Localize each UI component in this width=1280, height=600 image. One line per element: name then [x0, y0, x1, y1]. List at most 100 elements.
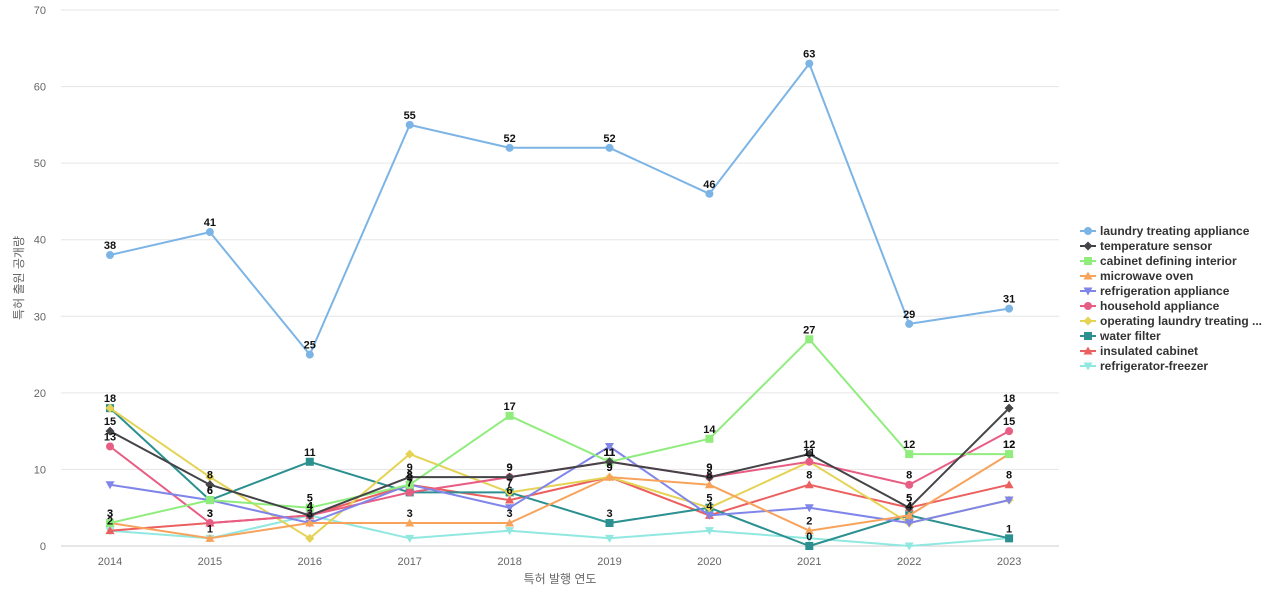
data-point[interactable]	[1004, 403, 1014, 413]
legend-item[interactable]: microwave oven	[1080, 269, 1193, 283]
data-point[interactable]	[804, 504, 814, 513]
series-6[interactable]	[105, 403, 1014, 543]
data-label: 15	[1003, 416, 1015, 428]
series-0[interactable]	[106, 59, 1014, 359]
data-point[interactable]	[804, 449, 814, 459]
data-point[interactable]	[805, 335, 814, 344]
legend-item[interactable]: household appliance	[1080, 299, 1220, 313]
data-point[interactable]	[305, 518, 315, 527]
data-point[interactable]	[305, 533, 315, 543]
legend-item[interactable]: refrigeration appliance	[1080, 284, 1230, 298]
data-point[interactable]	[805, 457, 814, 466]
data-point[interactable]	[205, 533, 215, 542]
data-point[interactable]	[505, 527, 515, 536]
data-point[interactable]	[1005, 534, 1014, 543]
data-point[interactable]	[405, 488, 414, 497]
data-point[interactable]	[605, 457, 614, 467]
legend-item[interactable]: cabinet defining interior	[1080, 254, 1237, 268]
series-line[interactable]	[109, 407, 1010, 517]
data-point[interactable]	[905, 450, 914, 459]
data-point[interactable]	[105, 403, 115, 413]
data-point[interactable]	[704, 527, 714, 536]
series-line[interactable]	[109, 407, 1010, 540]
series-line[interactable]	[109, 338, 1010, 524]
data-label: 4	[706, 500, 713, 512]
data-point[interactable]	[106, 251, 114, 260]
data-point[interactable]	[704, 511, 714, 520]
data-label: 3	[107, 508, 113, 520]
series-line[interactable]	[109, 62, 1010, 356]
data-point[interactable]	[605, 143, 614, 152]
series-line[interactable]	[109, 445, 1010, 524]
data-point[interactable]	[305, 510, 315, 520]
data-point[interactable]	[505, 504, 515, 513]
data-point[interactable]	[705, 189, 714, 198]
data-point[interactable]	[704, 480, 714, 489]
data-point[interactable]	[205, 480, 215, 490]
data-point[interactable]	[505, 518, 515, 527]
data-point[interactable]	[805, 542, 814, 550]
data-point[interactable]	[205, 472, 215, 482]
data-point[interactable]	[505, 495, 515, 504]
y-tick-label: 20	[34, 388, 46, 400]
data-point[interactable]	[804, 534, 814, 543]
data-point[interactable]	[605, 442, 614, 451]
data-point[interactable]	[305, 457, 314, 466]
series-1[interactable]	[105, 403, 1014, 520]
data-point[interactable]	[804, 526, 814, 535]
data-point[interactable]	[1004, 480, 1014, 489]
legend-item[interactable]: operating laundry treating ...	[1080, 314, 1262, 328]
data-point[interactable]	[905, 480, 914, 489]
data-point[interactable]	[405, 120, 414, 129]
data-point[interactable]	[1004, 496, 1014, 505]
data-point[interactable]	[904, 510, 914, 519]
data-point[interactable]	[205, 496, 214, 505]
data-point[interactable]	[505, 411, 514, 420]
data-point[interactable]	[106, 442, 114, 451]
data-point[interactable]	[1005, 450, 1014, 459]
data-point[interactable]	[904, 503, 914, 513]
data-label: 46	[703, 179, 715, 191]
data-point[interactable]	[305, 350, 314, 359]
legend-item[interactable]: temperature sensor	[1080, 239, 1212, 253]
data-point[interactable]	[106, 519, 114, 528]
data-point[interactable]	[704, 503, 714, 513]
series-3[interactable]	[105, 449, 1014, 542]
data-point[interactable]	[605, 519, 614, 528]
data-point[interactable]	[105, 426, 115, 436]
series-line[interactable]	[109, 514, 1010, 547]
data-point[interactable]	[705, 434, 714, 443]
data-point[interactable]	[205, 519, 214, 528]
data-point[interactable]	[805, 59, 814, 68]
data-point[interactable]	[205, 228, 214, 237]
data-point[interactable]	[505, 143, 514, 152]
series-line[interactable]	[109, 453, 1010, 540]
data-point[interactable]	[905, 319, 914, 328]
legend-item[interactable]: insulated cabinet	[1080, 344, 1198, 358]
x-tick-label: 2019	[597, 556, 621, 568]
legend-item[interactable]: refrigerator-freezer	[1080, 359, 1208, 373]
data-point[interactable]	[904, 542, 914, 551]
data-point[interactable]	[405, 534, 415, 543]
data-point[interactable]	[704, 472, 714, 482]
data-point[interactable]	[405, 518, 415, 527]
data-point[interactable]	[505, 487, 515, 497]
legend-item[interactable]: water filter	[1080, 329, 1161, 343]
legend-item[interactable]: laundry treating appliance	[1080, 224, 1250, 238]
data-point[interactable]	[605, 472, 614, 481]
series-2[interactable]	[106, 335, 1014, 528]
data-point[interactable]	[505, 472, 515, 482]
data-point[interactable]	[105, 481, 115, 490]
data-point[interactable]	[405, 480, 414, 489]
data-point[interactable]	[305, 503, 314, 512]
data-point[interactable]	[1005, 427, 1014, 436]
data-point[interactable]	[904, 519, 914, 528]
series-line[interactable]	[109, 407, 1010, 547]
data-point[interactable]	[405, 449, 415, 459]
data-point[interactable]	[405, 472, 415, 482]
data-point[interactable]	[105, 526, 115, 535]
data-point[interactable]	[605, 534, 614, 543]
data-point[interactable]	[1005, 304, 1014, 313]
data-point[interactable]	[804, 480, 814, 489]
